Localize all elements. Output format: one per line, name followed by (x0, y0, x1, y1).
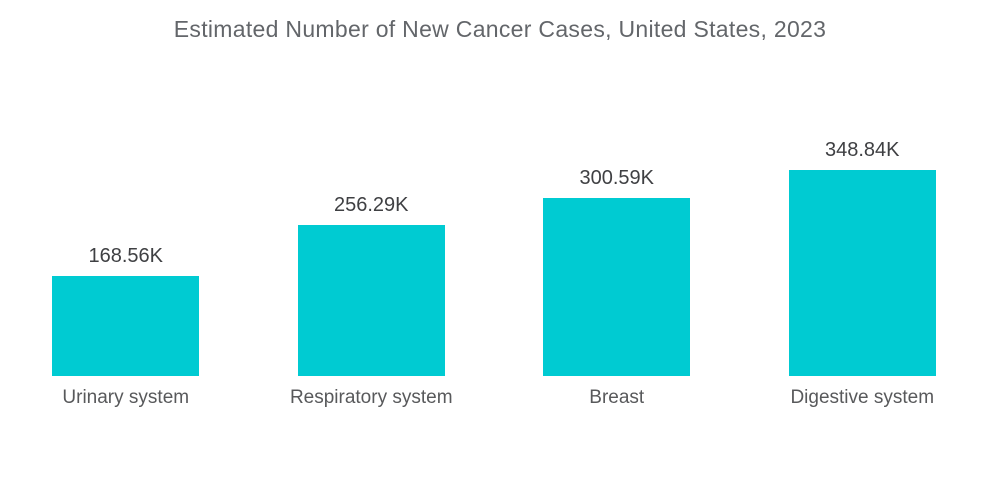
plot-area: 168.56K 256.29K 300.59K 348.84K (3, 0, 985, 376)
bar-value-label: 256.29K (333, 194, 409, 216)
category-label: Urinary system (62, 387, 190, 408)
x-axis-category-labels: Urinary system Respiratory system Breast Di… (3, 376, 985, 409)
category-label: Digestive system (790, 387, 935, 408)
bar (543, 198, 691, 376)
bar (297, 225, 445, 376)
bar (52, 276, 200, 376)
bar-group: 168.56K (3, 245, 249, 376)
bar-value-label: 348.84K (824, 139, 900, 161)
bar-value-label: 300.59K (579, 167, 654, 189)
category-label: Respiratory system (289, 387, 453, 408)
bar-group: 256.29K (249, 194, 495, 376)
category-label: Breast (589, 387, 645, 408)
chart-title: Estimated Number of New Cancer Cases, Un… (173, 16, 827, 42)
bar-group: 348.84K (740, 139, 986, 376)
bar-value-label: 168.56K (88, 245, 163, 267)
bar (788, 170, 936, 376)
bar-group: 300.59K (494, 167, 740, 376)
